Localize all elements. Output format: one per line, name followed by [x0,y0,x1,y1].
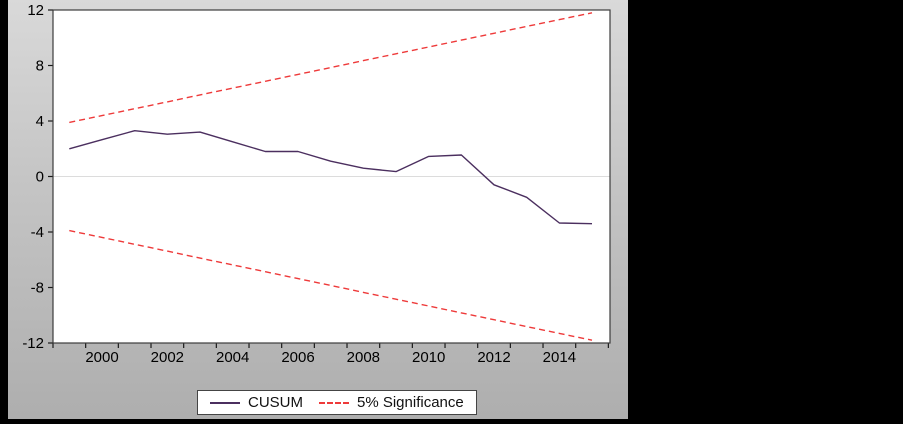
y-tick-label: -4 [31,224,44,241]
x-tick-label: 2004 [216,349,249,366]
cusum-line-sample [210,401,240,404]
x-tick-label: 2008 [347,349,380,366]
x-tick-label: 2000 [85,349,118,366]
legend-label-significance: 5% Significance [357,394,464,411]
legend-item-significance: 5% Significance [319,394,464,411]
y-tick-label: 4 [36,113,44,130]
significance-line-sample [319,401,349,404]
y-tick-label: 0 [36,169,44,186]
chart-plot-region: -12 -8 -4 0 4 8 12 2000 2002 2004 2006 2008 2010 2012… [8,0,628,419]
significance-upper-line [69,12,593,124]
significance-lower-line [69,229,593,341]
y-tick-label: 12 [27,2,44,19]
plot-frame [52,9,611,344]
x-tick-label: 2014 [543,349,576,366]
y-tick-label: -12 [22,335,44,352]
y-tick-label: 8 [36,58,44,75]
legend-item-cusum: CUSUM [210,394,303,411]
x-tick-label: 2006 [281,349,314,366]
x-tick-label: 2012 [477,349,510,366]
x-tick-label: 2002 [151,349,184,366]
cusum-stability-chart: -12 -8 -4 0 4 8 12 2000 2002 2004 2006 2008 2010 2012… [8,0,628,419]
chart-canvas: -12 -8 -4 0 4 8 12 2000 2002 2004 2006 2008 2010 2012… [22,2,611,366]
x-tick-label: 2010 [412,349,445,366]
chart-legend: CUSUM 5% Significance [197,390,477,415]
y-tick-label: -8 [31,280,44,297]
legend-label-cusum: CUSUM [248,394,303,411]
cusum-line [69,129,593,225]
